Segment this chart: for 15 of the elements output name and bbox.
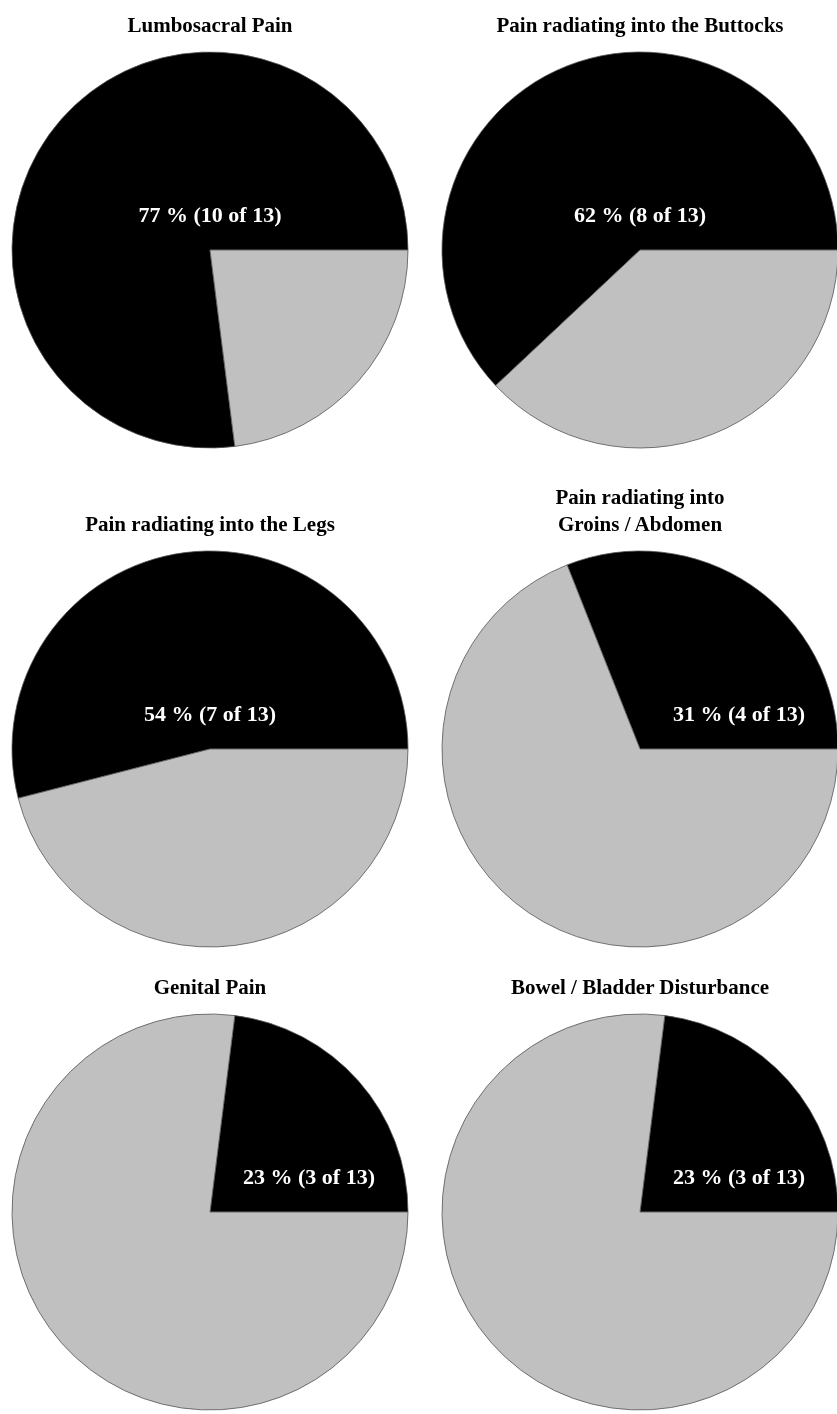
data-label: 23 % (3 of 13) — [673, 1164, 805, 1189]
chart-title: Pain radiating into Groins / Abdomen — [555, 485, 725, 537]
data-label: 62 % (8 of 13) — [574, 202, 706, 227]
pie-slice — [11, 51, 409, 449]
data-label: 31 % (4 of 13) — [673, 701, 805, 726]
pie-slice — [441, 1013, 837, 1411]
data-label: 54 % (7 of 13) — [144, 701, 276, 726]
chart-title: Bowel / Bladder Disturbance — [510, 975, 770, 1000]
data-label: 77 % (10 of 13) — [138, 202, 282, 227]
chart-title: Pain radiating into the Legs — [85, 512, 335, 537]
chart-title: Pain radiating into the Buttocks — [496, 13, 784, 38]
pie-slice — [11, 1013, 409, 1411]
data-label: 23 % (3 of 13) — [243, 1164, 375, 1189]
chart-title: Genital Pain — [153, 975, 267, 1000]
chart-title: Lumbosacral Pain — [127, 13, 293, 38]
